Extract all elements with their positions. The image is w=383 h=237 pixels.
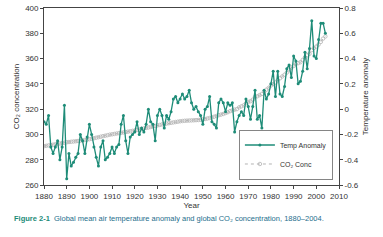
svg-text:Temperature anomaly: Temperature anomaly xyxy=(361,58,370,135)
svg-text:260: 260 xyxy=(25,181,39,190)
svg-text:1950: 1950 xyxy=(194,192,212,201)
svg-text:320: 320 xyxy=(25,105,39,114)
svg-text:280: 280 xyxy=(25,156,39,165)
svg-text:300: 300 xyxy=(25,130,39,139)
svg-text:1880: 1880 xyxy=(35,192,53,201)
svg-text:1930: 1930 xyxy=(149,192,167,201)
svg-text:0.8: 0.8 xyxy=(345,4,357,13)
svg-text:1990: 1990 xyxy=(285,192,303,201)
svg-text:-0.4: -0.4 xyxy=(345,156,359,165)
svg-text:Figure 2-1 Global mean air te: Figure 2-1 Global mean air temperature a… xyxy=(14,214,324,223)
svg-text:-0.6: -0.6 xyxy=(345,181,359,190)
svg-text:1890: 1890 xyxy=(58,192,76,201)
svg-text:2010: 2010 xyxy=(330,192,348,201)
svg-text:2000: 2000 xyxy=(307,192,325,201)
svg-text:CO₂ Conc: CO₂ Conc xyxy=(280,161,312,168)
svg-text:1940: 1940 xyxy=(171,192,189,201)
svg-text:0.4: 0.4 xyxy=(345,54,357,63)
svg-text:Year: Year xyxy=(183,201,200,210)
svg-text:1900: 1900 xyxy=(80,192,98,201)
svg-text:1980: 1980 xyxy=(262,192,280,201)
svg-text:380: 380 xyxy=(25,29,39,38)
svg-text:1910: 1910 xyxy=(103,192,121,201)
svg-text:1970: 1970 xyxy=(239,192,257,201)
svg-text:Temp Anomaly: Temp Anomaly xyxy=(280,142,326,150)
svg-text:360: 360 xyxy=(25,54,39,63)
svg-text:CO₂ concentration: CO₂ concentration xyxy=(12,64,21,129)
svg-text:0: 0 xyxy=(345,105,350,114)
svg-text:0.6: 0.6 xyxy=(345,29,357,38)
svg-text:400: 400 xyxy=(25,4,39,13)
svg-text:340: 340 xyxy=(25,80,39,89)
svg-text:-0.2: -0.2 xyxy=(345,130,359,139)
svg-text:1960: 1960 xyxy=(217,192,235,201)
svg-text:0.2: 0.2 xyxy=(345,80,357,89)
svg-text:1920: 1920 xyxy=(126,192,144,201)
